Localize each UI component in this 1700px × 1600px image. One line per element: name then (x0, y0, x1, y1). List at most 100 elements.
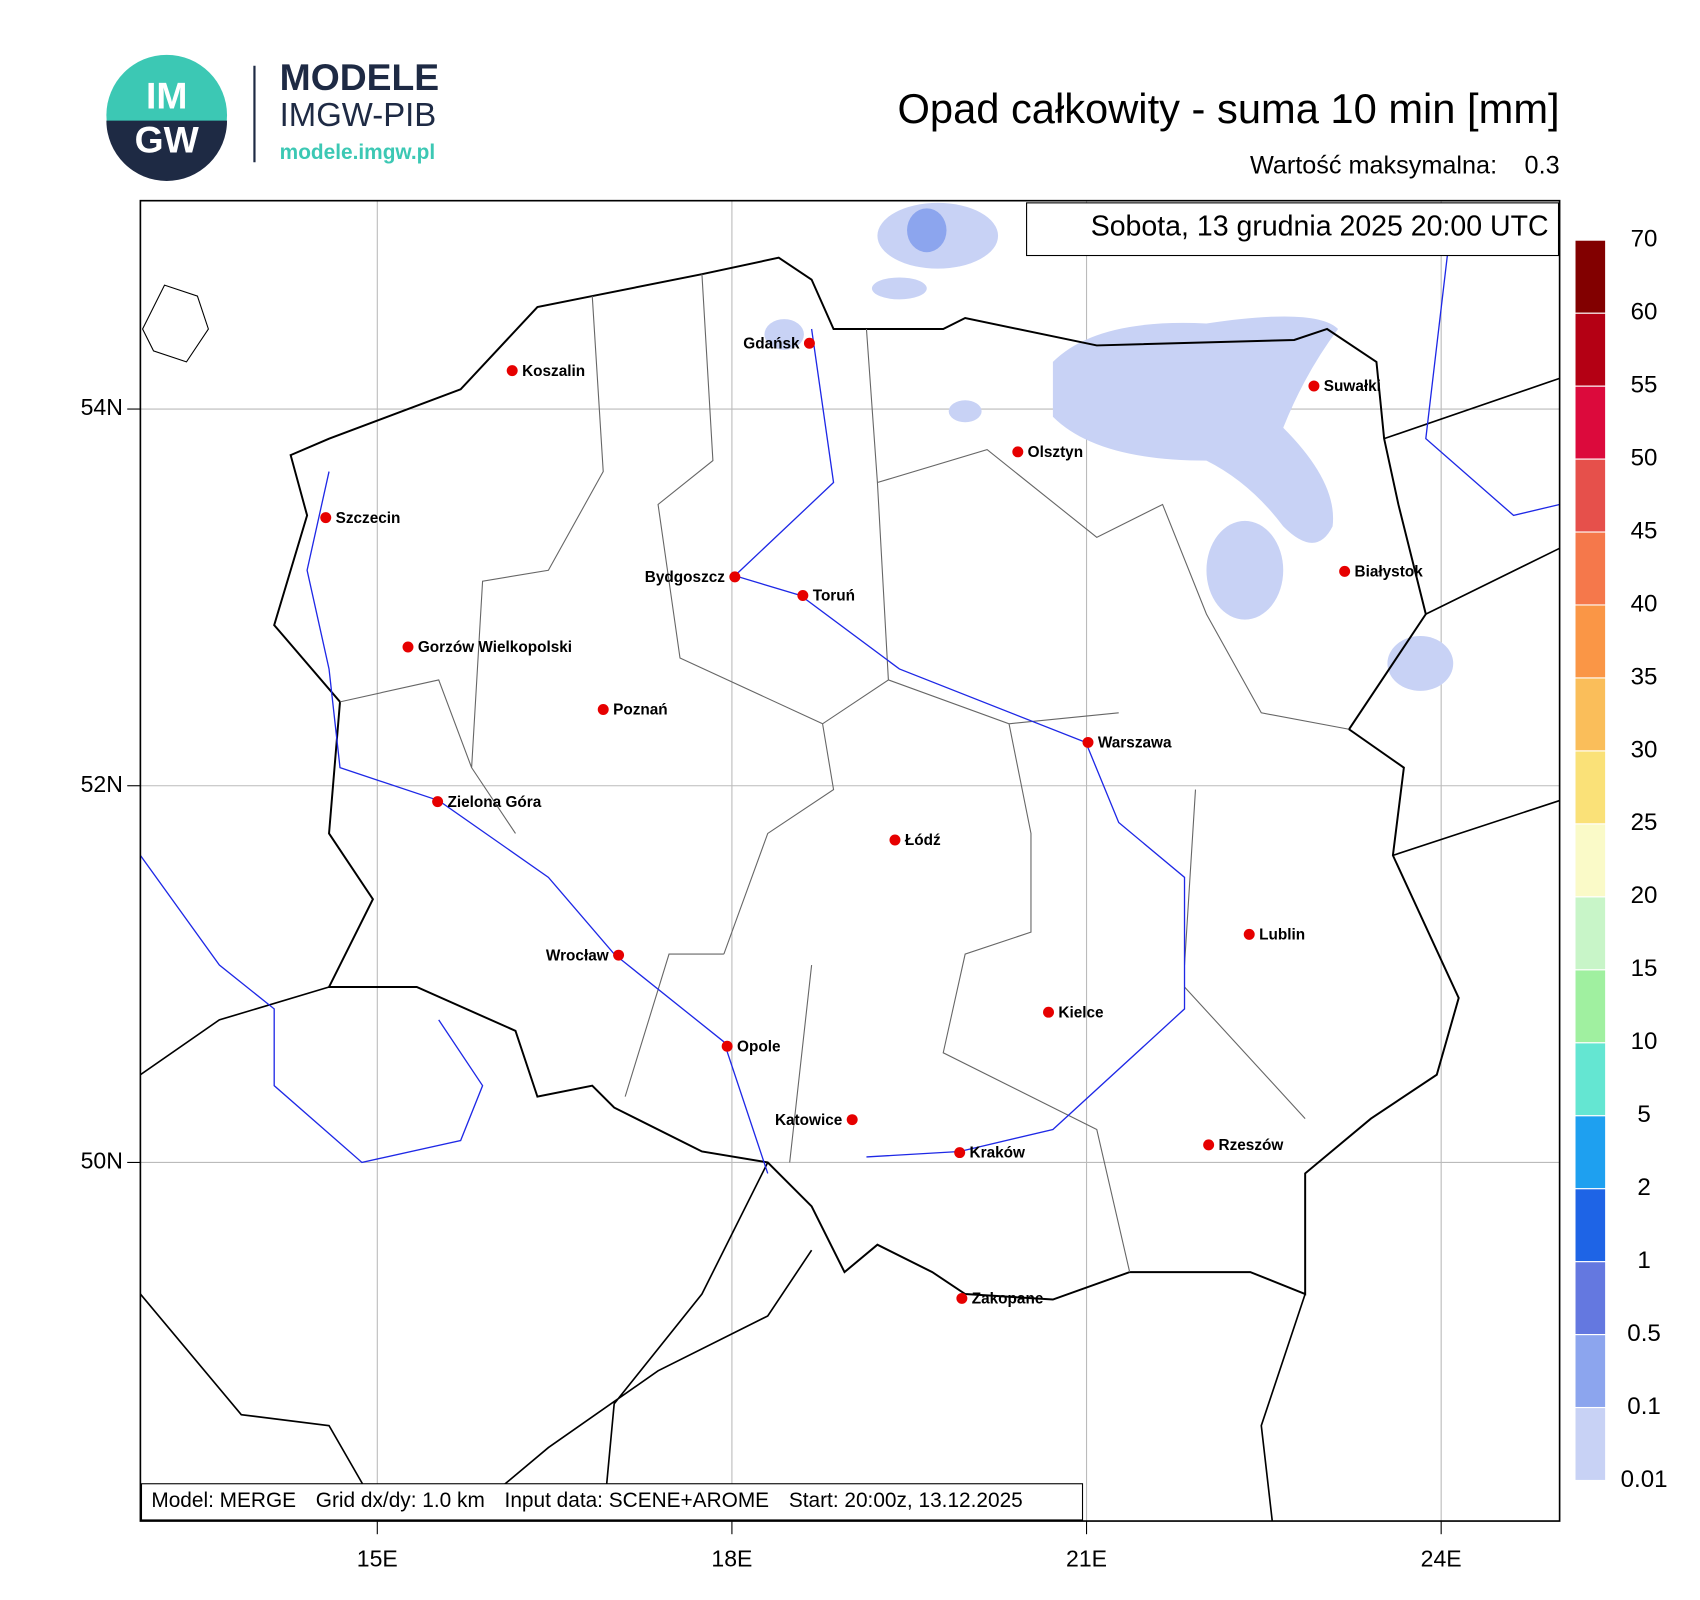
map-content (140, 202, 1560, 1522)
precip-area (1387, 636, 1454, 691)
city-label: Lublin (1259, 926, 1305, 943)
lat-tick-label: 52N (81, 771, 123, 797)
colorbar-box (1574, 531, 1607, 606)
colorbar-label: 1 (1637, 1247, 1650, 1274)
colorbar-label: 70 (1631, 226, 1658, 253)
city-label: Poznań (613, 702, 668, 719)
lon-tick-label: 15E (357, 1546, 398, 1572)
precip-area (764, 319, 804, 350)
city-label: Kielce (1058, 1004, 1104, 1021)
city-marker (432, 796, 444, 808)
city-marker (956, 1292, 968, 1304)
footer-item: Start: 20:00z, 13.12.2025 (789, 1489, 1023, 1512)
city-marker (1043, 1006, 1054, 1018)
footer-item: Input data: SCENE+AROME (505, 1489, 770, 1512)
city-label: Bydgoszcz (645, 569, 725, 586)
lon-tick-label: 24E (1421, 1546, 1462, 1572)
colorbar-box (1574, 1188, 1607, 1263)
logo-org: IMGW-PIB (280, 96, 437, 133)
colorbar-box (1574, 750, 1607, 825)
colorbar-label: 2 (1637, 1174, 1650, 1201)
date-box (1026, 202, 1560, 257)
coastline (141, 284, 209, 363)
colorbar-label: 0.1 (1627, 1393, 1661, 1420)
logo-lower (106, 120, 228, 181)
colorbar-label: 0.5 (1627, 1320, 1661, 1347)
city-label: Warszawa (1098, 735, 1172, 752)
colorbar-box (1574, 239, 1607, 314)
city-marker (1203, 1139, 1215, 1151)
colorbar-label: 0.01 (1621, 1466, 1668, 1493)
colorbar-box (1574, 1115, 1607, 1190)
precipitation (764, 202, 1454, 691)
colorbar-box (1574, 312, 1607, 387)
city-label: Zielona Góra (447, 794, 541, 811)
footer-box (140, 1483, 1084, 1521)
border (273, 256, 1460, 1301)
colorbar-box (1574, 604, 1607, 679)
lon-tick-label: 21E (1066, 1546, 1107, 1572)
colorbar-box (1574, 1333, 1607, 1409)
cities: Gdańsk Koszalin Suwałki Olsztyn Szczecin Bydg… (320, 335, 1424, 1308)
city-marker (954, 1147, 966, 1159)
city-marker (1012, 446, 1024, 458)
colorbar-label: 20 (1631, 882, 1658, 909)
map-frame (139, 199, 1561, 1522)
city-marker (402, 641, 414, 653)
city-marker (506, 365, 518, 377)
precip-area (1206, 520, 1284, 620)
colorbar-box (1574, 823, 1607, 898)
city-label: Suwałki (1324, 378, 1381, 395)
colorbar-label: 45 (1631, 517, 1658, 544)
city-marker (1243, 928, 1255, 940)
city-label: Szczecin (336, 510, 401, 527)
colorbar-box (1574, 969, 1607, 1044)
colorbar-label: 55 (1631, 371, 1658, 398)
colorbar-label: 35 (1631, 663, 1658, 690)
precip-area (1052, 316, 1339, 543)
colorbar-label: 30 (1631, 736, 1658, 763)
city-label: Zakopane (972, 1291, 1044, 1308)
city-marker (1339, 565, 1351, 577)
logo-mark-top: IM (146, 75, 187, 117)
city-marker (729, 571, 741, 583)
city-label: Białystok (1355, 564, 1424, 581)
city-label: Wrocław (546, 947, 609, 964)
max-label: Wartość maksymalna: (1250, 151, 1497, 179)
city-marker (797, 589, 809, 601)
city-label: Koszalin (522, 363, 585, 380)
lon-tick-label: 18E (711, 1546, 752, 1572)
city-label: Gdańsk (743, 335, 800, 352)
city-marker (320, 512, 332, 524)
city-marker (1082, 736, 1094, 748)
colorbar-box (1574, 458, 1607, 533)
footer-item: Model: MERGE (151, 1489, 296, 1512)
logo-mark-bottom: GW (135, 118, 200, 160)
colorbar-label: 60 (1631, 298, 1658, 325)
city-label: Toruń (813, 588, 855, 605)
lat-tick-label: 50N (81, 1148, 123, 1174)
title: Opad całkowity - suma 10 min [mm] (897, 85, 1559, 132)
city-marker (803, 337, 815, 349)
colorbar-box (1574, 1261, 1607, 1336)
region-boundary (339, 274, 1350, 1273)
max-value: 0.3 (1525, 151, 1560, 179)
precip-area (871, 277, 927, 300)
colorbar-label: 40 (1631, 590, 1658, 617)
colorbar-box (1574, 1406, 1607, 1482)
graticule: 15E 18E 21E 24E 54N 52N 50N (81, 200, 1560, 1572)
logo: IM GW MODELE IMGW-PIB modele.imgw.pl (106, 54, 439, 181)
city-label: Opole (737, 1038, 781, 1055)
city-marker (846, 1114, 858, 1126)
city-label: Gorzów Wielkopolski (418, 639, 572, 656)
city-label: Olsztyn (1028, 444, 1083, 461)
logo-url: modele.imgw.pl (280, 141, 435, 164)
colorbar-label: 5 (1637, 1101, 1650, 1128)
border (140, 377, 1560, 1522)
colorbar-label: 50 (1631, 444, 1658, 471)
colorbar-label: 10 (1631, 1028, 1658, 1055)
city-label: Katowice (775, 1112, 843, 1129)
colorbar-box (1574, 677, 1607, 752)
